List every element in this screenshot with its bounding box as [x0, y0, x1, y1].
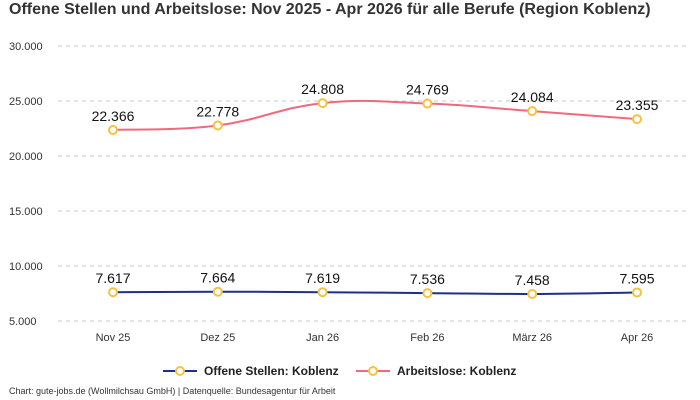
y-tick-label: 10.000	[9, 261, 43, 273]
data-point	[527, 106, 538, 117]
y-tick-label: 25.000	[9, 96, 43, 108]
data-point	[422, 98, 433, 109]
y-tick-label: 20.000	[9, 151, 43, 163]
data-label: 24.084	[511, 89, 554, 105]
x-tick-label: Apr 26	[621, 332, 653, 344]
x-tick-label: März 26	[512, 332, 552, 344]
data-label: 7.595	[619, 270, 654, 286]
data-point	[108, 287, 118, 298]
x-tick-label: Jan 26	[306, 332, 339, 344]
data-label: 7.458	[515, 272, 550, 288]
data-label: 22.778	[196, 103, 239, 119]
data-label: 23.355	[616, 97, 659, 113]
x-tick-label: Dez 25	[200, 332, 235, 344]
data-point	[108, 124, 118, 135]
legend-label: Offene Stellen: Koblenz	[204, 364, 339, 378]
y-tick-label: 15.000	[9, 206, 43, 218]
x-tick-label: Feb 26	[410, 332, 444, 344]
legend-marker	[175, 366, 185, 376]
chart-title: Offene Stellen und Arbeitslose: Nov 2025…	[9, 1, 651, 18]
legend-label: Arbeitslose: Koblenz	[397, 364, 516, 378]
legend-marker	[368, 366, 378, 376]
series-line-offene-stellen	[112, 290, 638, 295]
data-label: 7.617	[95, 270, 130, 286]
y-tick-label: 30.000	[9, 41, 43, 53]
data-label: 22.366	[92, 108, 135, 124]
y-tick-label: 5.000	[9, 316, 37, 328]
legend-item[interactable]: Offene Stellen: Koblenz	[163, 364, 339, 378]
data-point	[317, 287, 328, 298]
data-label: 24.808	[301, 81, 344, 97]
data-label: 7.664	[200, 270, 235, 286]
chart-source: Chart: gute-jobs.de (Wollmilchsau GmbH) …	[9, 386, 336, 396]
data-point	[632, 114, 642, 125]
data-point	[317, 98, 328, 109]
series-line-arbeitslose	[112, 99, 638, 131]
data-point	[422, 288, 433, 299]
x-tick-label: Nov 25	[96, 332, 131, 344]
data-label: 7.536	[410, 271, 445, 287]
data-label: 7.619	[305, 270, 340, 286]
data-label: 24.769	[406, 82, 449, 98]
data-point	[632, 287, 642, 298]
data-point	[212, 120, 223, 131]
legend-item[interactable]: Arbeitslose: Koblenz	[356, 364, 516, 378]
data-point	[527, 288, 538, 299]
data-point	[212, 286, 223, 297]
